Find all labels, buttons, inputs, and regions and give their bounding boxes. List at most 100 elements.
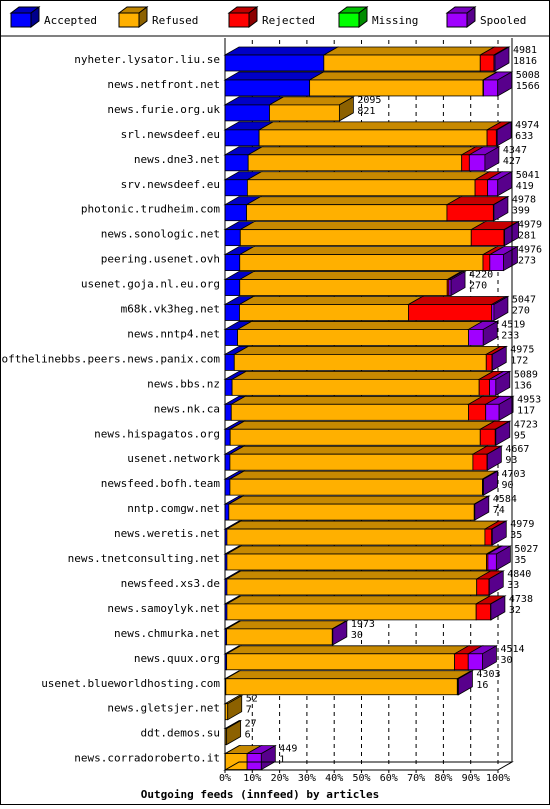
category-label: news.nntp4.net [127, 327, 220, 340]
accepted-label: 233 [501, 330, 519, 341]
bar-segment-rejected [479, 54, 495, 72]
bar-segment-refused [226, 528, 486, 546]
bar-segment-spooled [489, 378, 497, 396]
bar-side [482, 645, 497, 671]
x-tick-label: 60% [380, 773, 398, 784]
legend-label: Spooled [480, 14, 526, 27]
bar-top-refused [230, 370, 495, 380]
category-label: news.nk.ca [154, 402, 220, 415]
category-label: news.weretis.net [114, 527, 220, 540]
bar-segment-accepted [224, 254, 241, 272]
offered-label: 5047 [512, 295, 536, 306]
accepted-label: 30 [351, 630, 363, 641]
category-label: news.quux.org [134, 652, 220, 665]
offered-label: 2095 [357, 95, 381, 106]
bar-side [503, 245, 518, 272]
offered-label: 4840 [507, 569, 531, 580]
category-label: newsfeed.xs3.de [121, 577, 220, 590]
offered-label: 4979 [518, 220, 542, 231]
bar-segment-rejected [461, 154, 470, 172]
accepted-label: 30 [500, 655, 512, 666]
bar-top-refused [225, 570, 493, 580]
category-label: news.corradoroberto.it [74, 752, 220, 765]
legend: Accepted Refused Rejected Missing Spooled [9, 6, 526, 28]
bar-top-refused [236, 321, 485, 330]
legend-swatch [118, 12, 140, 28]
legend-swatch [10, 12, 32, 28]
bar-side [488, 570, 504, 596]
bar-side [491, 520, 507, 546]
bar-side [490, 595, 506, 621]
offered-label: 4979 [510, 519, 534, 530]
offered-label: 4978 [512, 195, 536, 206]
bar-segment-refused [239, 229, 472, 247]
bar-segment-spooled [468, 154, 486, 172]
legend-item-refused: Refused [117, 6, 198, 28]
offered-label: 5041 [516, 170, 540, 181]
category-label: endofthelinebbs.peers.news.panix.com [0, 352, 220, 365]
x-tick-label: 100% [486, 773, 510, 784]
offered-label: 4667 [505, 444, 529, 455]
offered-label: 4976 [518, 245, 542, 256]
accepted-label: 821 [357, 106, 375, 117]
bar-side [474, 495, 490, 521]
bar-segment-refused [239, 304, 409, 321]
offered-label: 5027 [514, 544, 538, 555]
bar-segment-refused [246, 179, 476, 197]
bar-segment-refused [309, 79, 484, 97]
bar-side [496, 121, 512, 147]
offered-label: 5089 [514, 369, 538, 380]
category-label: srl.newsdeef.eu [121, 128, 220, 141]
bar-row-news-quux-org: news.quux.org451430 [134, 644, 525, 671]
bar-segment-refused [237, 329, 469, 346]
bar-side [458, 670, 473, 696]
bar-segment-refused [239, 279, 448, 296]
accepted-label: 1 [279, 755, 285, 766]
legend-label: Accepted [44, 14, 97, 27]
offered-label: 52 [246, 694, 258, 705]
bar-segment-rejected [472, 453, 488, 471]
bar-segment-accepted [224, 129, 260, 147]
bar-top-refused [246, 146, 478, 156]
accepted-label: 7 [246, 705, 252, 716]
bar-segment-rejected [446, 204, 494, 222]
bar-segment-accepted [224, 453, 231, 471]
bar-segment-refused [228, 503, 475, 521]
legend-label: Missing [372, 14, 418, 27]
bar-top-refused [225, 620, 348, 630]
bar-top-refused [238, 221, 487, 231]
bar-segment-accepted [224, 304, 240, 321]
bar-side [450, 270, 466, 297]
bar-side [498, 395, 514, 421]
bar-segment-refused [226, 653, 455, 671]
bar-top-rejected [406, 296, 508, 305]
bar-row-news-gletsjer-net: news.gletsjer.net 527 [107, 694, 258, 721]
accepted-label: 419 [516, 181, 534, 192]
accepted-label: 281 [518, 231, 536, 242]
offered-label: 449 [279, 744, 297, 755]
bar-top-refused [308, 71, 499, 81]
x-axis-label: Outgoing feeds (innfeed) by articles [141, 788, 379, 801]
bar-segment-rejected [408, 304, 493, 321]
bar-segment-rejected [476, 578, 490, 596]
bar-top-refused [245, 171, 491, 181]
offered-label: 4584 [493, 494, 517, 505]
accepted-label: 136 [514, 380, 532, 391]
offered-label: 4519 [501, 319, 525, 330]
legend-label: Refused [152, 14, 198, 27]
accepted-label: 1816 [513, 56, 537, 67]
category-label: news.netfront.net [107, 78, 220, 91]
category-label: newsfeed.bofh.team [101, 477, 221, 490]
offered-label: 4738 [509, 594, 533, 605]
accepted-label: 270 [512, 306, 530, 317]
